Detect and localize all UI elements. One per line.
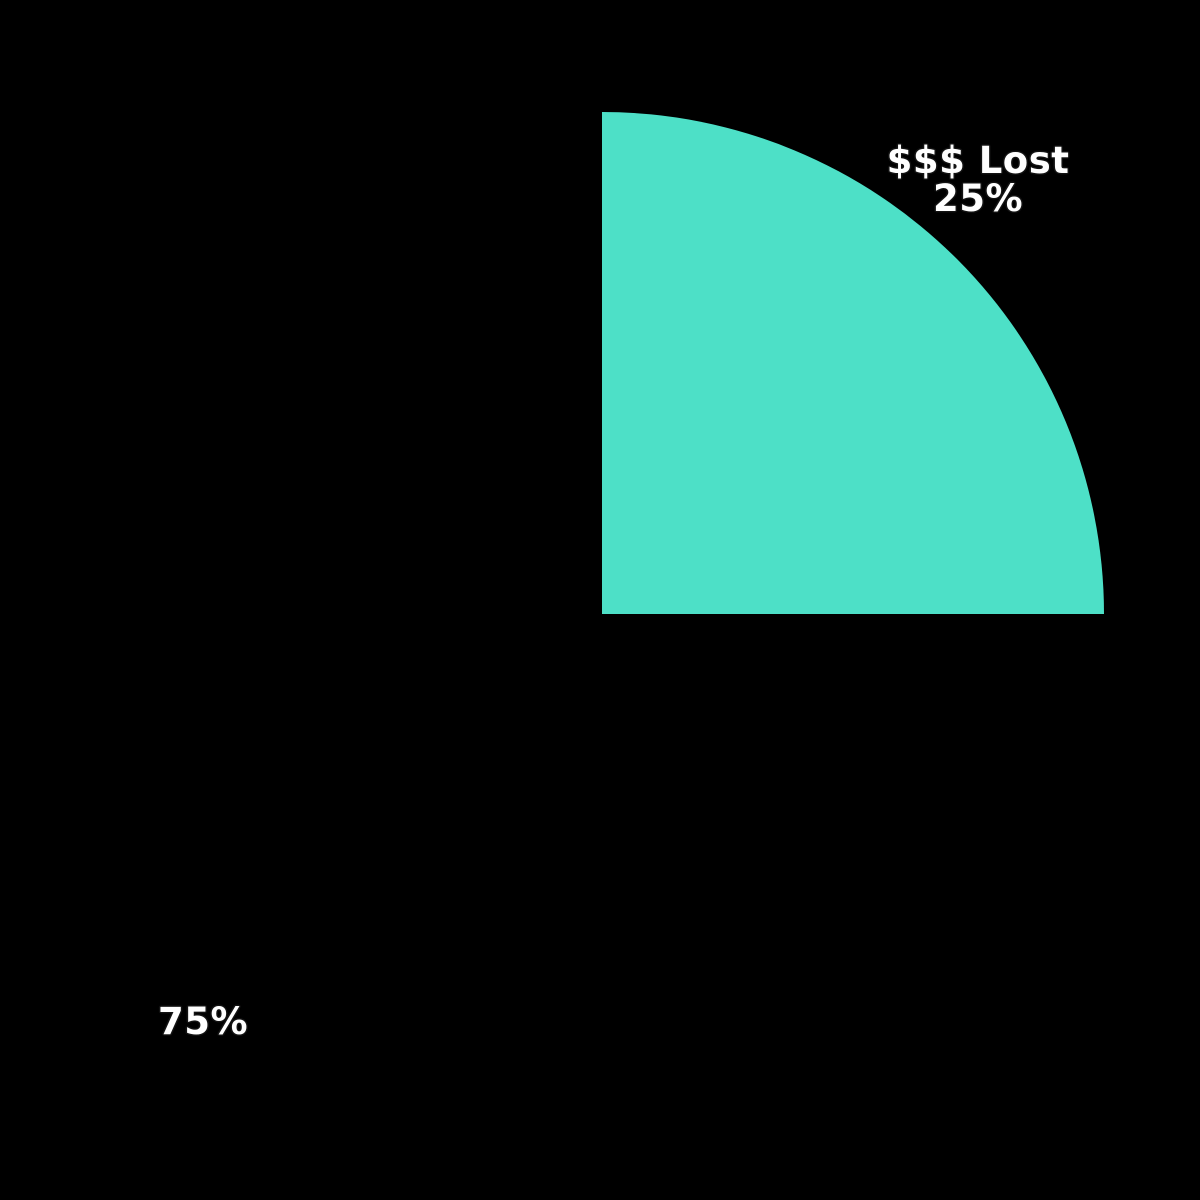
pie-slice-lost[interactable]	[602, 112, 1104, 614]
slice-label-lost-percent: 25%	[932, 176, 1024, 220]
slice-label-lost: $$$ Lost 25%	[833, 142, 1123, 217]
slice-label-other: 75%	[58, 1003, 348, 1041]
slice-label-other-percent: 75%	[157, 1000, 249, 1043]
slice-label-lost-name: $$$ Lost	[886, 139, 1070, 182]
